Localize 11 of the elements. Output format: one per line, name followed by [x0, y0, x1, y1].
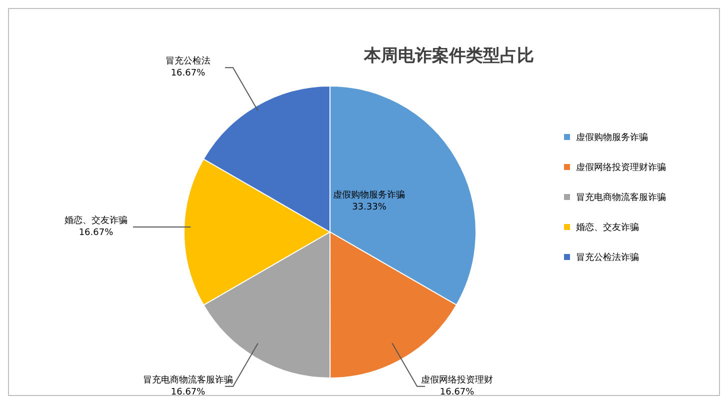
legend-label: 冒充电商物流客服诈骗 [576, 192, 666, 203]
legend-label: 虚假购物服务诈骗 [576, 132, 648, 143]
chart-title: 本周电诈案件类型占比 [363, 45, 534, 66]
data-label: 冒充公检法 16.67% [165, 56, 210, 79]
legend-label: 婚恋、交友诈骗 [576, 222, 639, 233]
data-label: 冒充电商物流客服诈骗 16.67% [143, 374, 234, 398]
legend-label: 冒充公检法诈骗 [576, 252, 639, 263]
data-label: 虚假购物服务诈骗 33.33% [333, 189, 406, 212]
legend-label: 虚假网络投资理财诈骗 [576, 162, 666, 173]
data-label: 虚假网络投资理财 16.67% [421, 374, 494, 398]
data-label: 婚恋、交友诈骗 16.67% [64, 215, 128, 238]
